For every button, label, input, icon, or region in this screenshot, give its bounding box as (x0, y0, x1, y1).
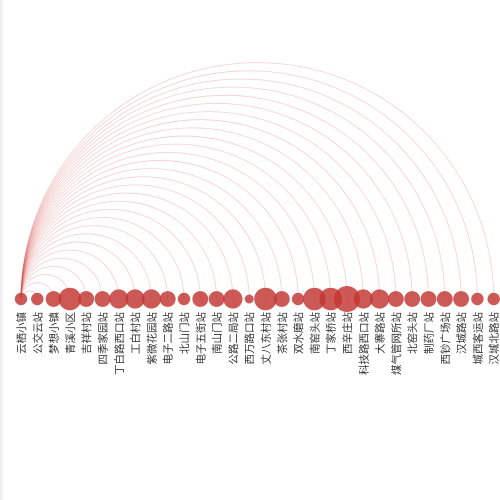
link-arc (20, 135, 348, 300)
station-node[interactable] (192, 291, 209, 307)
station-node[interactable] (223, 289, 243, 309)
station-node[interactable] (436, 291, 453, 307)
station-label: 四季家园站 (97, 312, 110, 365)
station-node[interactable] (471, 292, 484, 306)
link-arc (20, 143, 332, 300)
station-label: 西万路口站 (243, 312, 256, 365)
station-label: 吉祥村站 (80, 312, 93, 354)
station-label: 茶张村站 (276, 312, 289, 354)
link-arc (20, 70, 478, 300)
link-arc (20, 266, 87, 300)
link-arc (20, 151, 315, 300)
station-label: 公交云站 (31, 312, 44, 354)
links-layer (20, 62, 495, 300)
link-arc (20, 94, 429, 300)
station-label: 电子二路站 (162, 312, 175, 365)
left-edge-shadow (0, 0, 4, 500)
station-node[interactable] (388, 291, 404, 307)
link-arc (20, 233, 152, 300)
station-label: 公路二局站 (227, 312, 240, 365)
link-arc (20, 119, 380, 300)
station-node[interactable] (254, 287, 277, 311)
station-label: 大寨路站 (374, 312, 387, 354)
station-node[interactable] (487, 292, 500, 306)
station-label: 科技路西口站 (357, 312, 370, 375)
station-node[interactable] (31, 292, 44, 306)
station-node[interactable] (208, 291, 225, 307)
station-label: 电子五街站 (194, 312, 207, 365)
station-node[interactable] (78, 291, 95, 307)
link-arc (20, 192, 234, 300)
station-label: 城西客运站 (471, 312, 484, 365)
link-arc (20, 241, 136, 300)
station-label: 南山门站 (211, 312, 224, 354)
station-node[interactable] (420, 291, 437, 307)
link-arc (20, 127, 364, 300)
station-label: 工白村站 (129, 312, 142, 354)
station-node[interactable] (453, 291, 469, 307)
station-node[interactable] (125, 289, 145, 309)
link-arc (20, 225, 169, 300)
station-label: 丁家桥站 (325, 312, 338, 354)
station-label: 北窑头站 (406, 312, 419, 354)
station-node[interactable] (58, 287, 82, 311)
station-label: 云栖小镇 (15, 312, 28, 354)
link-arc (20, 160, 299, 300)
station-label: 煤气管网所站 (390, 312, 403, 375)
link-arc (20, 176, 266, 300)
station-label: 南窑头站 (308, 312, 321, 354)
station-node[interactable] (141, 289, 161, 309)
station-node[interactable] (303, 287, 326, 311)
station-label: 梦想小镇 (48, 312, 61, 354)
station-label: 北山门站 (178, 312, 191, 354)
station-node[interactable] (109, 289, 129, 309)
station-node[interactable] (244, 294, 254, 304)
station-label: 丁白路西口站 (113, 312, 126, 375)
station-label: 紫微花园站 (145, 312, 158, 365)
station-node[interactable] (94, 291, 111, 307)
station-label: 汉城路站 (455, 312, 468, 354)
link-arc (20, 257, 103, 300)
link-arc (20, 78, 462, 300)
station-node[interactable] (334, 286, 360, 312)
station-node[interactable] (404, 291, 421, 307)
station-label: 汉城北路站 (488, 312, 500, 365)
labels-layer: 云栖小镇 公交云站 梦想小镇 青溪小区 吉祥村站 四季家园站 丁白路西口站 工白村站 紫微花园站… (15, 312, 500, 375)
station-label: 西钞广场站 (439, 312, 452, 365)
station-node[interactable] (159, 291, 176, 307)
link-arc (20, 200, 217, 300)
link-arc (20, 86, 446, 300)
station-label: 双水磨站 (292, 312, 305, 354)
link-arc (20, 249, 120, 300)
link-arc (20, 103, 413, 300)
station-label: 丈八东村站 (260, 312, 273, 365)
link-arc (20, 168, 283, 300)
station-node[interactable] (273, 291, 290, 307)
station-node[interactable] (14, 292, 28, 306)
nodes-layer (14, 286, 500, 312)
link-arc (20, 62, 495, 300)
station-label: 制药厂站 (423, 312, 436, 354)
station-node[interactable] (291, 292, 305, 306)
station-label: 西辛庄站 (341, 312, 354, 354)
station-label: 青溪小区 (64, 312, 77, 354)
link-arc (20, 217, 185, 300)
station-node[interactable] (45, 291, 62, 307)
station-node[interactable] (353, 289, 373, 309)
link-arc (20, 208, 201, 300)
link-arc (20, 184, 250, 300)
station-node[interactable] (370, 289, 390, 309)
station-node[interactable] (177, 292, 191, 306)
link-arc (20, 111, 397, 300)
